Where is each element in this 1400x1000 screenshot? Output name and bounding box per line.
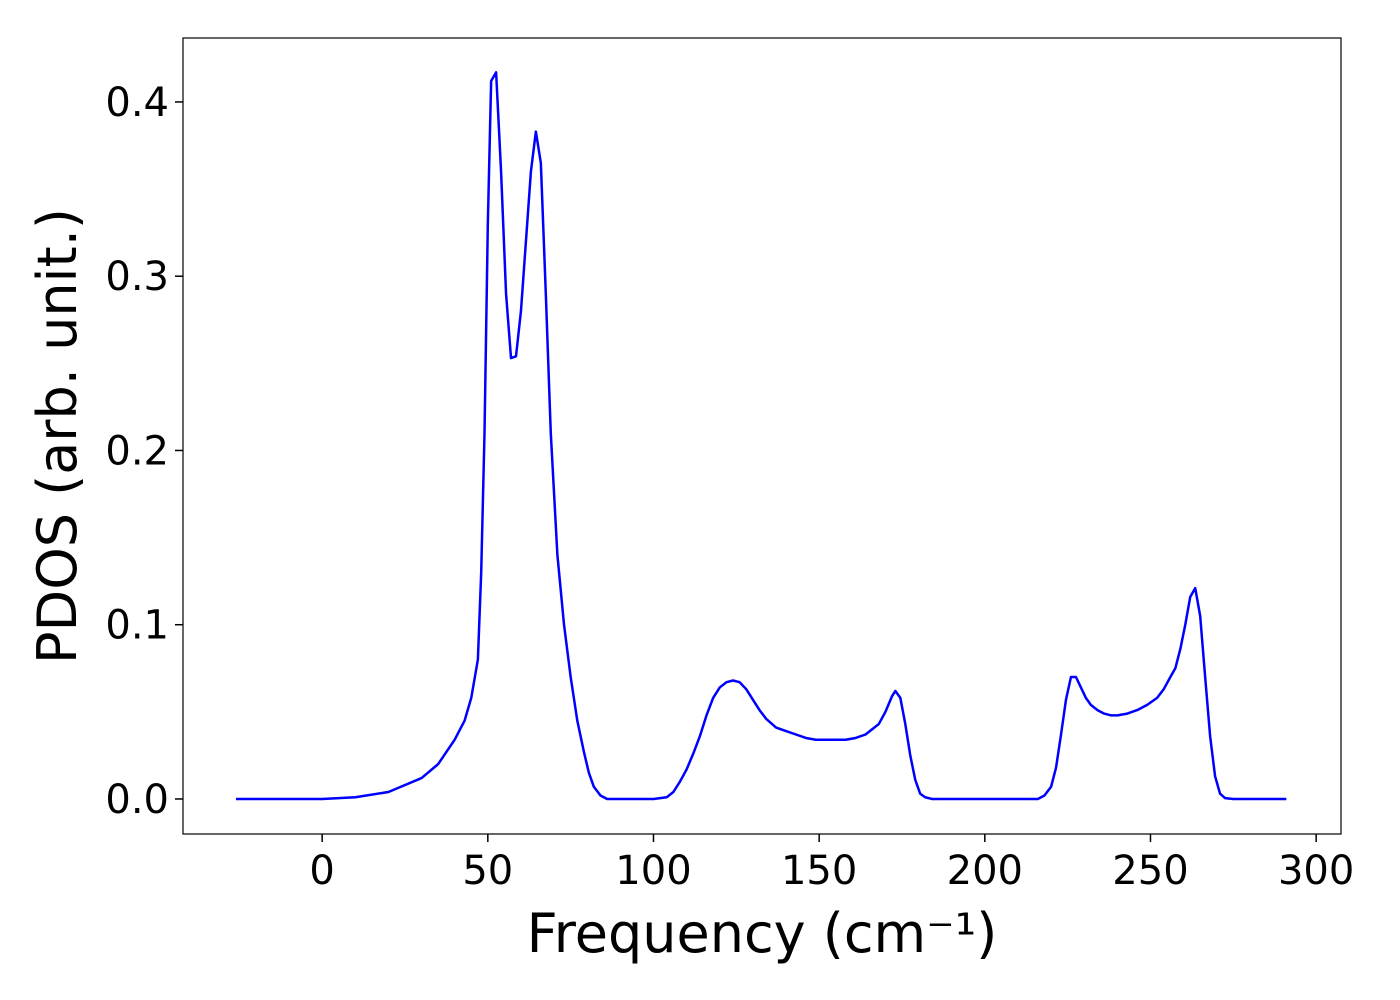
x-tick-label: 250 [1112,848,1188,894]
plot-frame [182,37,1342,835]
x-tick-label: 100 [615,848,691,894]
x-tick-label: 150 [781,848,857,894]
x-tick-label: 0 [309,848,334,894]
y-axis-label: PDOS (arb. unit.) [26,208,89,664]
x-tick-label: 300 [1278,848,1354,894]
x-tick-label: 50 [462,848,513,894]
data-line [236,71,1287,801]
x-tick-label: 200 [947,848,1023,894]
x-axis-label: Frequency (cm⁻¹) [527,902,998,965]
y-tick-label: 0.1 [105,603,169,649]
y-tick-label: 0.4 [105,80,169,126]
y-tick-label: 0.2 [105,428,169,474]
y-tick-label: 0.0 [105,777,169,823]
y-tick-label: 0.3 [105,254,169,300]
